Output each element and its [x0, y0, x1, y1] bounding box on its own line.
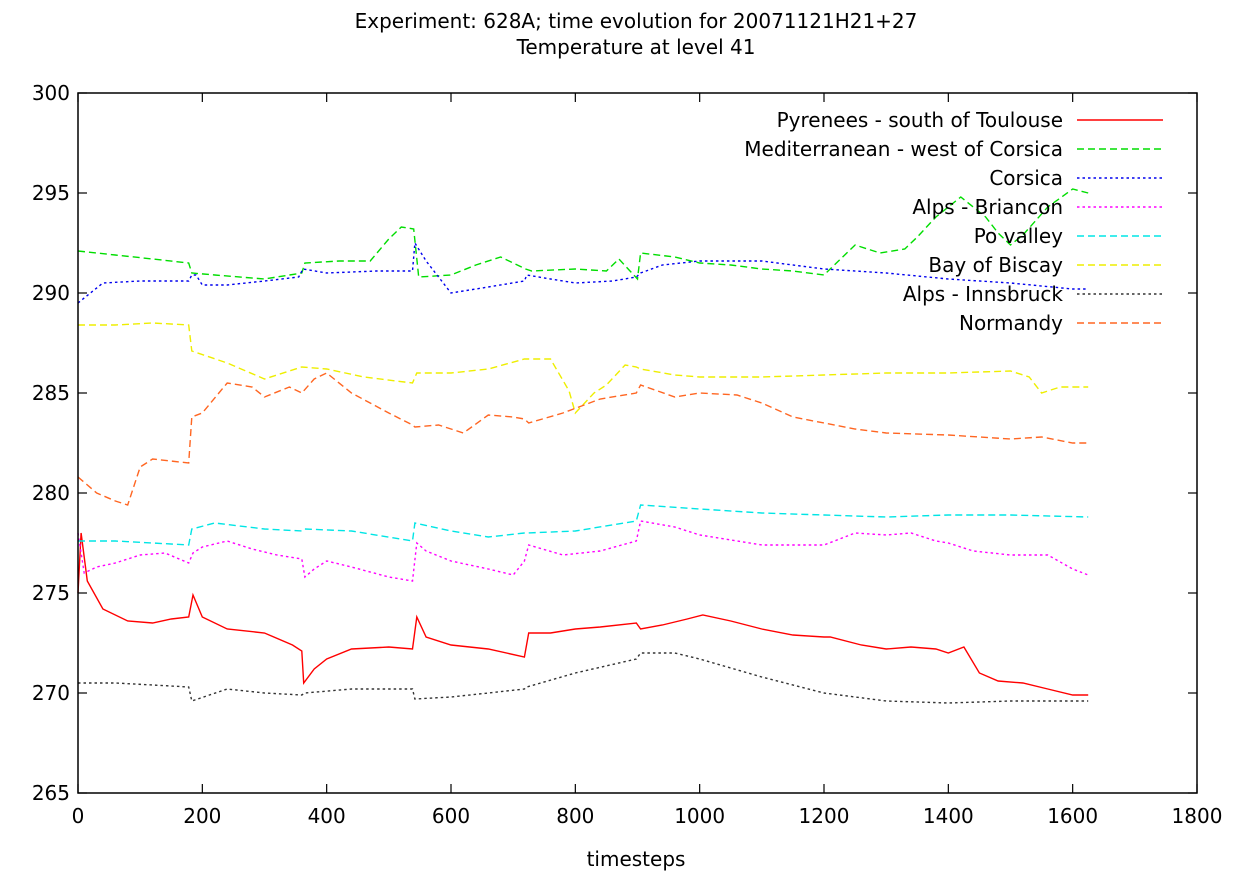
- legend: Pyrenees - south of Toulouse Mediterranea…: [744, 108, 1163, 335]
- series-line-mediterranean-west-of-corsica: [77, 188, 1089, 281]
- series-line-normandy: [77, 372, 1089, 506]
- series-line-pyrenees-south-of-toulouse: [77, 532, 1089, 696]
- x-tick-label: 1400: [923, 804, 974, 828]
- x-tick-label: 1800: [1172, 804, 1223, 828]
- plot-frame: [77, 92, 1198, 794]
- axis-layer: 0 200 400 600 800 1000 1200 1400 1600 1800 265 270 2…: [32, 81, 1223, 828]
- legend-label: Corsica: [989, 166, 1063, 190]
- legend-label: Normandy: [959, 311, 1063, 335]
- legend-label: Mediterranean - west of Corsica: [744, 137, 1063, 161]
- legend-label: Alps - Briancon: [912, 195, 1063, 219]
- legend-item: Alps - Briancon: [912, 195, 1163, 219]
- x-tick-label: 400: [308, 804, 346, 828]
- legend-item: Po valley: [974, 224, 1163, 248]
- y-tick-label: 265: [32, 781, 70, 805]
- x-axis-label: timesteps: [587, 847, 686, 871]
- legend-label: Alps - Innsbruck: [903, 282, 1064, 306]
- chart-subtitle: Temperature at level 41: [516, 35, 756, 59]
- y-tick-label: 290: [32, 281, 70, 305]
- y-tick-label: 295: [32, 181, 70, 205]
- x-tick-label: 800: [556, 804, 594, 828]
- legend-label: Pyrenees - south of Toulouse: [777, 108, 1063, 132]
- x-tick-label: 1000: [674, 804, 725, 828]
- y-tick-label: 285: [32, 381, 70, 405]
- legend-item: Alps - Innsbruck: [903, 282, 1163, 306]
- x-tick-label: 1200: [799, 804, 850, 828]
- series-line-po-valley: [78, 504, 1089, 546]
- y-tick-label: 270: [32, 681, 70, 705]
- y-tick-label: 300: [32, 81, 70, 105]
- y-tick-label: 275: [32, 581, 70, 605]
- legend-item: Bay of Biscay: [928, 253, 1163, 277]
- legend-label: Bay of Biscay: [928, 253, 1063, 277]
- chart-title: Experiment: 628A; time evolution for 200…: [355, 9, 918, 33]
- series-line-alps-innsbruck: [78, 652, 1089, 704]
- x-tick-label: 200: [183, 804, 221, 828]
- series-line-alps-briancon: [77, 520, 1089, 582]
- series-line-bay-of-biscay: [78, 322, 1089, 415]
- legend-label: Po valley: [974, 224, 1063, 248]
- legend-item: Mediterranean - west of Corsica: [744, 137, 1163, 161]
- x-tick-label: 600: [432, 804, 470, 828]
- legend-item: Corsica: [989, 166, 1163, 190]
- legend-item: Pyrenees - south of Toulouse: [777, 108, 1163, 132]
- series-layer: [77, 188, 1089, 704]
- legend-item: Normandy: [959, 311, 1163, 335]
- x-tick-label: 1600: [1047, 804, 1098, 828]
- x-tick-label: 0: [72, 804, 85, 828]
- y-tick-label: 280: [32, 481, 70, 505]
- series-line-corsica: [77, 240, 1089, 304]
